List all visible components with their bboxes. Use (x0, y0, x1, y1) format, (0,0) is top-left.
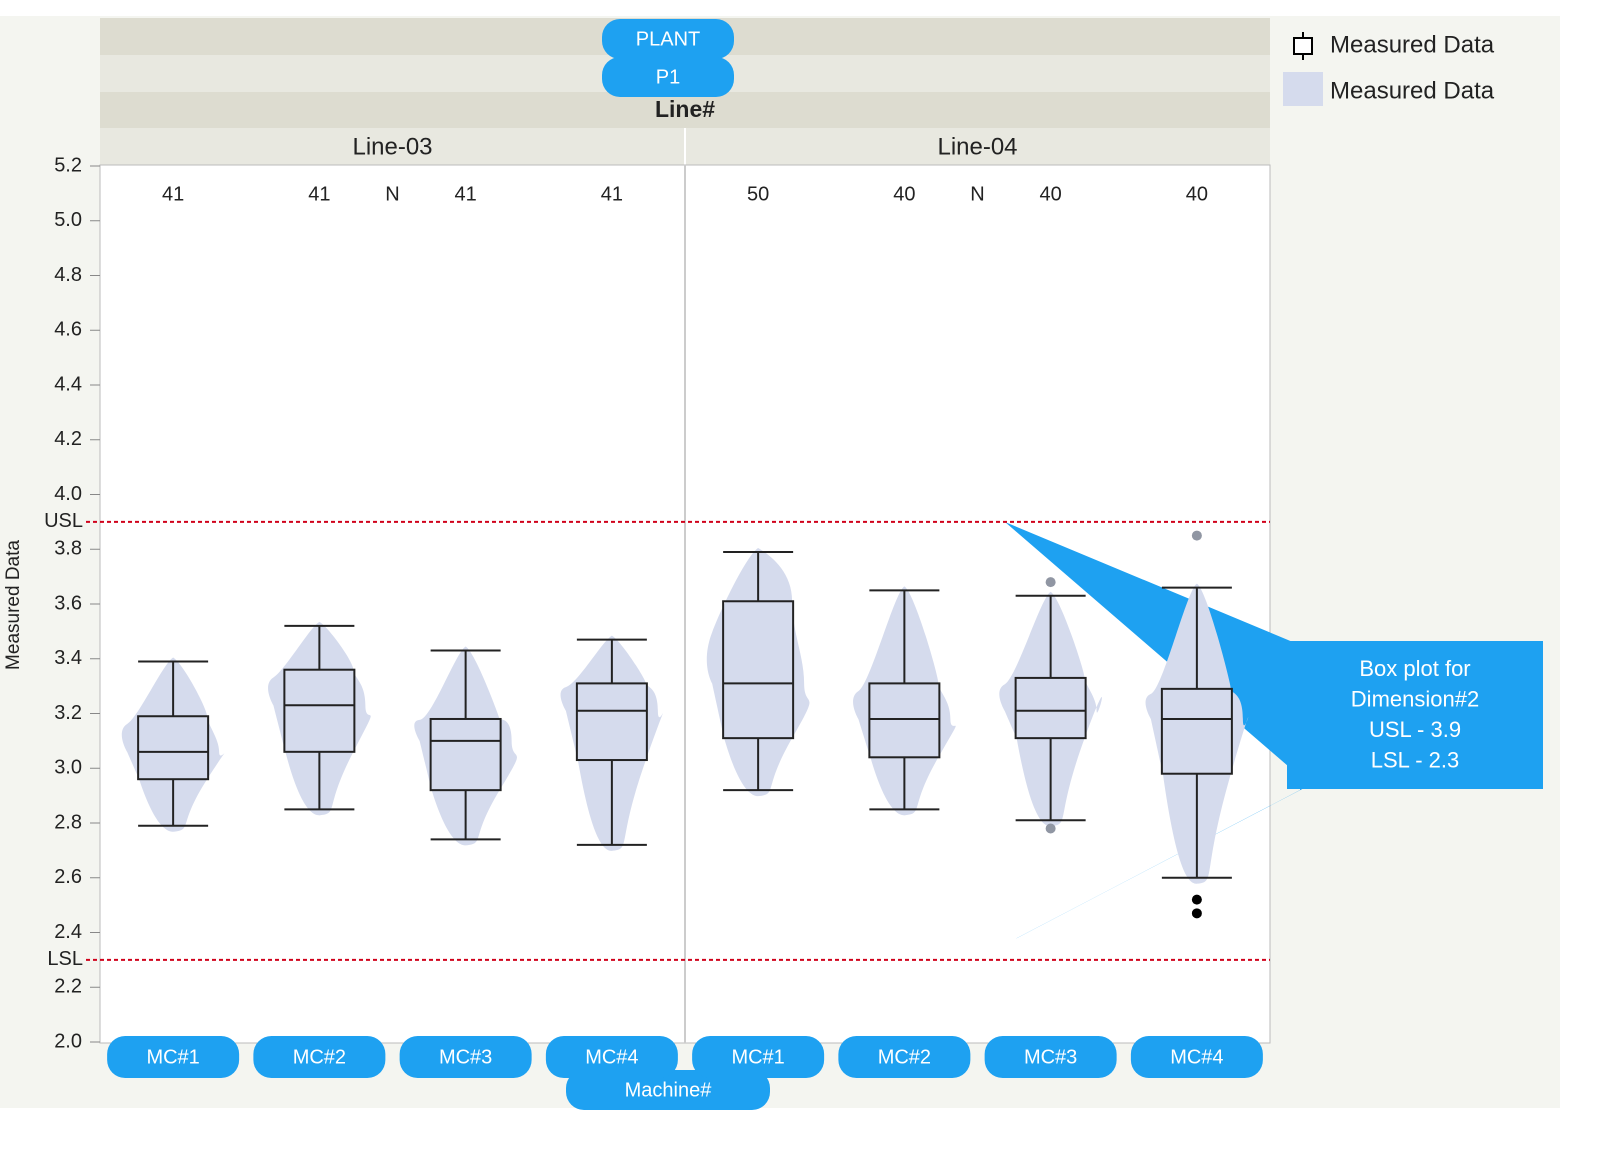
pill[interactable]: MC#3 (984, 1036, 1117, 1078)
pill[interactable]: Machine# (566, 1070, 770, 1110)
pill-bg (566, 1070, 770, 1110)
facet-label: Line-04 (937, 133, 1017, 160)
annotation: USL - 3.9 (1369, 717, 1461, 742)
y-tick-label: 3.2 (54, 702, 82, 724)
x-tick-label: MC#4 (585, 1046, 638, 1068)
y-tick-label: 3.6 (54, 592, 82, 614)
n-value: 41 (455, 183, 477, 205)
y-tick-label: 4.6 (54, 319, 82, 341)
facet-label: Line-03 (352, 133, 432, 160)
pill[interactable]: MC#3 (399, 1036, 532, 1078)
header-label: P1 (656, 66, 680, 88)
y-tick-label: 3.0 (54, 757, 82, 779)
violin (560, 635, 664, 851)
violin (414, 646, 517, 846)
x-tick-label: MC#3 (1024, 1046, 1077, 1068)
x-tick-label: MC#2 (293, 1046, 346, 1068)
pill[interactable]: MC#1 (692, 1036, 825, 1078)
y-tick-label: 4.2 (54, 428, 82, 450)
x-tick-label: MC#4 (1170, 1046, 1223, 1068)
header-band (100, 92, 1270, 128)
y-tick-label: 2.8 (54, 811, 82, 833)
legend-icon (1293, 37, 1313, 55)
violin (121, 657, 225, 832)
pill-bg (545, 1036, 678, 1078)
y-tick-label: 5.2 (54, 154, 82, 176)
outlier (1191, 894, 1202, 905)
pill-bg (602, 19, 734, 59)
reference-label: LSL (47, 948, 83, 970)
annotation: LSL - 2.3 (1371, 747, 1459, 772)
n-value: 50 (747, 183, 769, 205)
annotation: Box plot for (1359, 656, 1470, 681)
pill[interactable]: MC#4 (1130, 1036, 1263, 1078)
box (1014, 676, 1087, 740)
x-tick-label: MC#3 (439, 1046, 492, 1068)
n-value: 41 (601, 183, 623, 205)
x-tick-label: MC#1 (146, 1046, 199, 1068)
outlier (1045, 823, 1056, 834)
x-tick-label: MC#2 (878, 1046, 931, 1068)
x-axis-title: Machine# (625, 1079, 713, 1101)
box (429, 717, 502, 792)
pill-bg (1130, 1036, 1263, 1078)
pill-bg (107, 1036, 240, 1078)
pill[interactable]: MC#2 (838, 1036, 971, 1078)
n-value: 41 (162, 183, 184, 205)
header-label: PLANT (636, 28, 700, 50)
violin (706, 547, 810, 797)
header-label: Line# (655, 96, 715, 122)
y-tick-label: 2.2 (54, 976, 82, 998)
pill[interactable]: P1 (602, 57, 734, 97)
pill[interactable]: MC#4 (545, 1036, 678, 1078)
callout-box (1287, 641, 1543, 789)
y-tick-label: 4.4 (54, 373, 82, 395)
y-tick-label: 2.0 (54, 1030, 82, 1052)
y-tick-label: 5.0 (54, 209, 82, 231)
legend-label: Measured Data (1330, 77, 1495, 104)
pill[interactable]: MC#1 (107, 1036, 240, 1078)
box (137, 715, 210, 781)
callout: Box plot for Dimension#2 USL - 3.9 LSL - 2.… (1351, 656, 1479, 773)
legend-label: Measured Data (1330, 31, 1495, 58)
violin (999, 591, 1102, 827)
callout-pointer (975, 522, 1310, 960)
violin (1145, 583, 1249, 884)
pill[interactable]: PLANT (602, 19, 734, 59)
y-tick-label: 4.0 (54, 483, 82, 505)
pill-bg (984, 1036, 1117, 1078)
outlier (1191, 530, 1202, 541)
y-tick-label: 2.6 (54, 866, 82, 888)
n-label: N (970, 183, 984, 205)
annotation: Dimension#2 (1351, 686, 1479, 711)
pill-bg (838, 1036, 971, 1078)
pill-bg (602, 57, 734, 97)
pill-bg (399, 1036, 532, 1078)
n-label: N (385, 183, 399, 205)
outlier (1191, 908, 1202, 919)
n-value: 40 (893, 183, 915, 205)
y-tick-label: 4.8 (54, 264, 82, 286)
legend-swatch (1283, 72, 1323, 106)
reference-label: USL (44, 510, 83, 532)
pill[interactable]: MC#2 (253, 1036, 386, 1078)
box (1160, 687, 1233, 775)
pill-bg (253, 1036, 386, 1078)
y-tick-label: 2.4 (54, 921, 82, 943)
box (868, 682, 941, 759)
pill-bg (692, 1036, 825, 1078)
outlier (1045, 577, 1056, 588)
box (575, 682, 648, 762)
n-value: 41 (308, 183, 330, 205)
y-axis-title: Measured Data (3, 540, 24, 670)
y-tick-label: 3.4 (54, 647, 82, 669)
y-tick-label: 3.8 (54, 538, 82, 560)
x-tick-label: MC#1 (731, 1046, 784, 1068)
n-value: 40 (1040, 183, 1062, 205)
n-value: 40 (1186, 183, 1208, 205)
box (722, 600, 795, 740)
box (283, 668, 356, 753)
